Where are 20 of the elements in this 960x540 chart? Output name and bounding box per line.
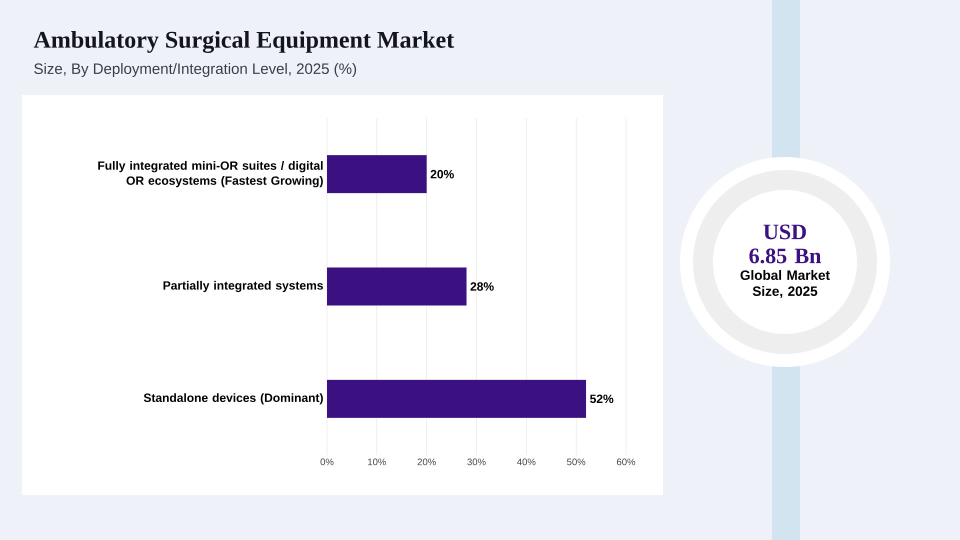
y-tick-label: Partially integrated systems xyxy=(164,280,323,292)
chart-title: Ambulatory Surgical Equipment Market xyxy=(34,31,454,53)
bar xyxy=(327,380,586,418)
x-tick-label: 30% xyxy=(467,458,486,466)
data-label: 52% xyxy=(590,394,614,404)
text: USD 6.85 Bn xyxy=(749,224,822,264)
data-label: 28% xyxy=(470,282,494,291)
x-tick-label: 50% xyxy=(567,458,586,466)
y-tick-label: Fully integrated mini-OR suites / digital OR ecosystems (Fastest Growing) xyxy=(98,161,323,188)
bar xyxy=(327,155,427,194)
x-tick-label: 10% xyxy=(368,458,386,466)
data-label: 20% xyxy=(430,170,454,178)
x-tick-label: 20% xyxy=(418,458,436,466)
text: Size, By Deployment/Integration Level, 2025 (%) xyxy=(34,63,356,77)
x-tick-label: 0% xyxy=(320,458,334,466)
bar xyxy=(327,267,467,306)
y-tick-label: Standalone devices (Dominant) xyxy=(144,393,323,404)
x-tick-label: 40% xyxy=(517,458,536,466)
text: Global Market Size, 2025 xyxy=(740,270,830,298)
x-tick-label: 60% xyxy=(616,458,636,466)
